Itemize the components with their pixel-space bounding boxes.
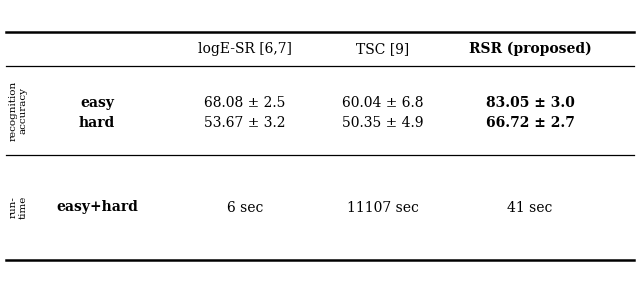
Text: 68.08 ± 2.5: 68.08 ± 2.5	[204, 96, 285, 110]
Text: 66.72 ± 2.7: 66.72 ± 2.7	[486, 116, 575, 130]
Text: 60.04 ± 6.8: 60.04 ± 6.8	[342, 96, 424, 110]
Text: 53.67 ± 3.2: 53.67 ± 3.2	[204, 116, 285, 130]
Text: RSR (proposed): RSR (proposed)	[468, 42, 591, 56]
Text: logE-SR [6,7]: logE-SR [6,7]	[198, 42, 292, 56]
Text: TSC [9]: TSC [9]	[356, 42, 410, 56]
Text: easy+hard: easy+hard	[56, 200, 138, 214]
Text: easy: easy	[80, 96, 114, 110]
Text: run-
time: run- time	[8, 196, 28, 219]
Text: hard: hard	[79, 116, 115, 130]
Text: 6 sec: 6 sec	[227, 200, 263, 214]
Text: 50.35 ± 4.9: 50.35 ± 4.9	[342, 116, 424, 130]
Text: 41 sec: 41 sec	[508, 200, 553, 214]
Text: 83.05 ± 3.0: 83.05 ± 3.0	[486, 96, 575, 110]
Text: recognition
accuracy: recognition accuracy	[8, 80, 28, 141]
Text: 11107 sec: 11107 sec	[347, 200, 419, 214]
